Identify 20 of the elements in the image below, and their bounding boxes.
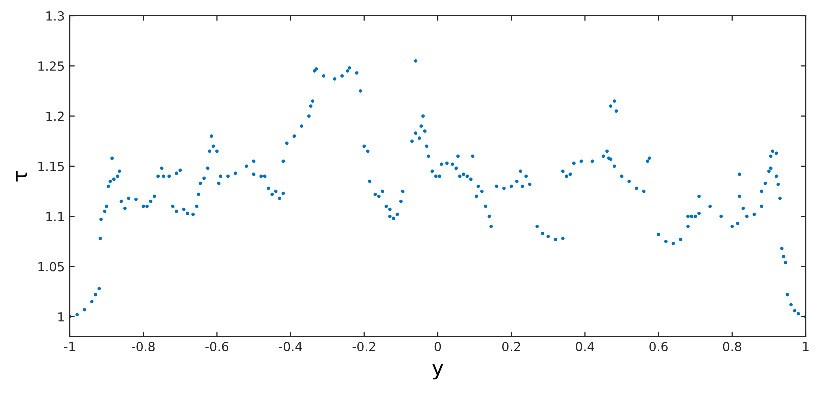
x-tick-label: 0 — [434, 342, 442, 352]
y-tick-label: 1.2 — [46, 112, 64, 122]
x-tick-label: -0.8 — [132, 342, 155, 352]
x-axis-title: y — [432, 364, 444, 380]
x-tick-label: -0.6 — [206, 342, 229, 352]
x-tick-label: 0.8 — [723, 342, 742, 352]
x-tick-label: 0.2 — [502, 342, 520, 352]
y-tick-label: 1.3 — [46, 11, 64, 21]
y-tick-label: 1 — [58, 312, 64, 322]
x-tick-label: -1 — [64, 342, 76, 352]
y-tick-label: 1.05 — [38, 262, 64, 272]
y-tick-label: 1.15 — [38, 162, 64, 172]
x-tick-label: 1 — [803, 342, 809, 352]
x-tick-label: 0.4 — [576, 342, 594, 352]
y-tick-label: 1.1 — [46, 212, 64, 222]
y-axis-title: τ — [16, 171, 28, 182]
x-tick-label: -0.2 — [352, 342, 376, 352]
x-tick-label: 0.6 — [650, 342, 668, 352]
x-tick-label: -0.4 — [279, 342, 302, 352]
y-tick-label: 1.25 — [38, 62, 64, 72]
